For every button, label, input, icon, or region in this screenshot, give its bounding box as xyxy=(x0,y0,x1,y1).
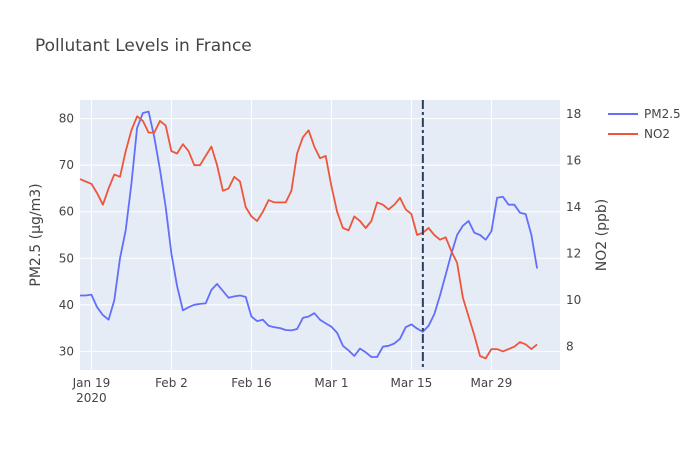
y-right-axis-title: NO2 (ppb) xyxy=(594,199,610,271)
y-left-axis-title: PM2.5 (μg/m3) xyxy=(28,183,44,286)
series-line-pm25 xyxy=(80,110,538,358)
x-tick-label: Feb 16 xyxy=(231,376,271,390)
y-right-tick-label: 18 xyxy=(566,107,581,121)
y-left-tick-label: 40 xyxy=(59,298,74,312)
legend[interactable]: PM2.5 NO2 xyxy=(608,107,681,141)
x-tick-label: Jan 19 xyxy=(72,376,111,390)
x-year-label: 2020 xyxy=(76,391,107,405)
x-tick-label: Mar 15 xyxy=(391,376,433,390)
x-tick-label: Mar 1 xyxy=(314,376,348,390)
x-tick-label: Mar 29 xyxy=(471,376,513,390)
series-line-no2 xyxy=(79,115,538,360)
y-right-tick-label: 8 xyxy=(566,340,574,354)
y-right-tick-label: 10 xyxy=(566,293,581,307)
legend-label: PM2.5 xyxy=(644,107,681,121)
legend-label: NO2 xyxy=(644,127,670,141)
series-lines xyxy=(79,110,538,360)
chart-title: Pollutant Levels in France xyxy=(35,36,252,56)
y-right-tick-label: 12 xyxy=(566,247,581,261)
grid-lines xyxy=(80,100,560,370)
x-tick-label: Feb 2 xyxy=(155,376,188,390)
y-left-tick-label: 60 xyxy=(59,205,74,219)
y-left-tick-label: 50 xyxy=(59,251,74,265)
y-right-tick-label: 14 xyxy=(566,200,581,214)
y-left-tick-label: 70 xyxy=(59,158,74,172)
legend-item-no2[interactable]: NO2 xyxy=(608,127,670,141)
axes: Jan 19 Feb 2 Feb 16 Mar 1 Mar 15 Mar 29 2020 30… xyxy=(28,107,610,405)
y-left-tick-label: 80 xyxy=(59,112,74,126)
legend-item-pm25[interactable]: PM2.5 xyxy=(608,107,681,121)
y-left-tick-label: 30 xyxy=(59,344,74,358)
y-right-tick-label: 16 xyxy=(566,154,581,168)
